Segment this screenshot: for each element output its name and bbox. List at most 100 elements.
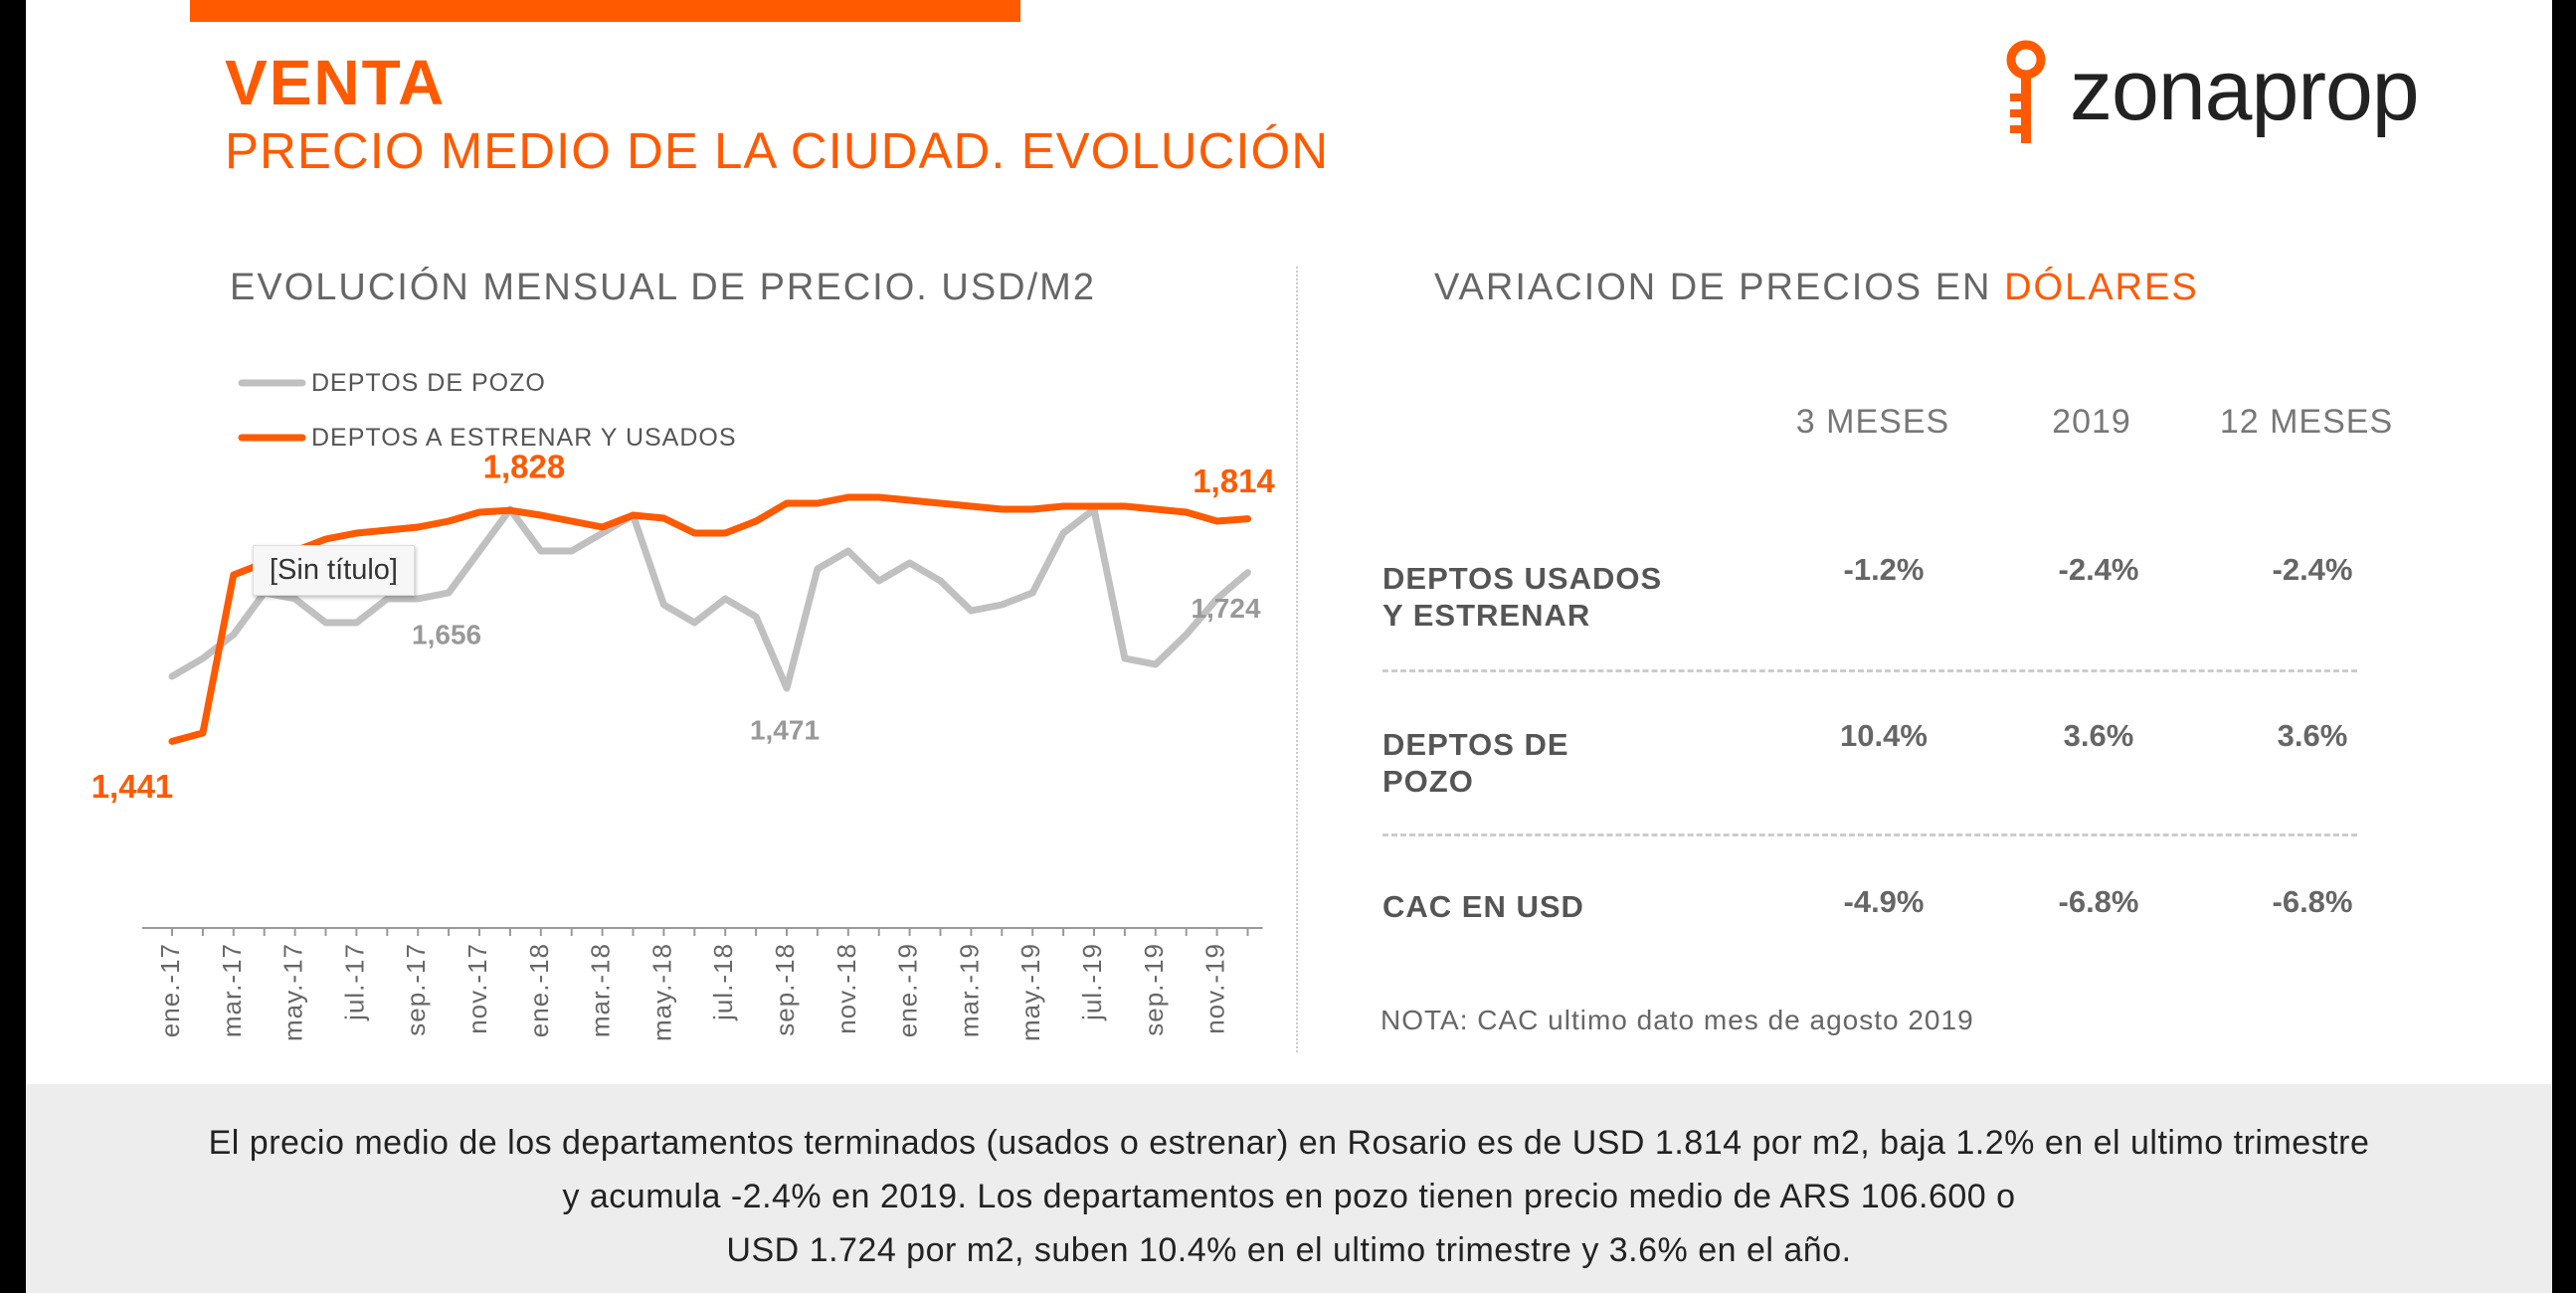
- data-point: [723, 531, 727, 535]
- cell-cac-12m: -6.8%: [2272, 884, 2353, 919]
- data-label: 1,471: [750, 715, 820, 746]
- x-tick-label: jul.-17: [339, 943, 369, 1021]
- x-tick-label: ene.-17: [155, 943, 185, 1037]
- x-tick-label: may.-19: [1015, 943, 1045, 1041]
- data-point: [785, 501, 789, 505]
- data-point: [1092, 504, 1096, 508]
- row-label-pozo-line2: POZO: [1382, 764, 1474, 799]
- data-point: [416, 525, 420, 529]
- data-point: [354, 621, 358, 625]
- data-point: [601, 531, 605, 535]
- x-tick-label: sep.-17: [401, 943, 431, 1036]
- data-point: [785, 686, 789, 690]
- data-point: [692, 531, 696, 535]
- data-point: [1000, 603, 1004, 607]
- data-point: [877, 495, 881, 499]
- data-point: [846, 549, 850, 553]
- data-label: 1,828: [483, 449, 566, 485]
- cell-pozo-3m: 10.4%: [1840, 718, 1928, 753]
- data-point: [908, 561, 912, 565]
- chart-tooltip: [Sin título]: [253, 545, 415, 596]
- table-title-accent: DÓLARES: [2004, 267, 2199, 308]
- cell-usados-3m: -1.2%: [1843, 552, 1925, 587]
- row-label-usados-line2: Y ESTRENAR: [1382, 598, 1591, 633]
- key-icon: [2006, 40, 2046, 143]
- data-point: [201, 731, 205, 735]
- cell-cac-2019: -6.8%: [2058, 884, 2139, 919]
- data-point: [1215, 519, 1219, 523]
- data-point: [754, 615, 758, 619]
- data-point: [232, 633, 236, 637]
- data-point: [170, 674, 174, 678]
- row-divider: [1382, 669, 2357, 672]
- row-label-usados: DEPTOS USADOS Y ESTRENAR: [1382, 560, 1760, 634]
- data-point: [477, 549, 481, 553]
- data-point: [1246, 517, 1249, 521]
- data-point: [477, 510, 481, 514]
- x-tick-label: ene.-18: [524, 943, 554, 1037]
- cell-cac-3m: -4.9%: [1843, 884, 1925, 919]
- table-note: NOTA: CAC ultimo dato mes de agosto 2019: [1380, 1005, 1974, 1035]
- data-point: [1154, 507, 1158, 511]
- x-tick-label: mar.-17: [217, 943, 247, 1037]
- data-point: [324, 621, 327, 625]
- data-point: [232, 573, 236, 577]
- legend-label: DEPTOS A ESTRENAR Y USADOS: [311, 424, 737, 452]
- cell-pozo-12m: 3.6%: [2277, 718, 2348, 753]
- data-point: [385, 597, 389, 601]
- chart-title: EVOLUCIÓN MENSUAL DE PRECIO. USD/M2: [230, 267, 1096, 308]
- data-point: [661, 603, 665, 607]
- cell-usados-12m: -2.4%: [2272, 552, 2353, 587]
- x-tick-label: nov.-18: [831, 943, 861, 1034]
- data-point: [324, 537, 327, 541]
- data-point: [1061, 504, 1065, 508]
- x-tick-label: jul.-18: [708, 943, 738, 1021]
- line-chart: ene.-17 mar.-17 may.-17 jul.-17 sep.-17 nov.-…: [92, 369, 1276, 1041]
- cell-usados-2019: -2.4%: [2058, 552, 2139, 587]
- data-point: [293, 597, 297, 601]
- data-point: [170, 739, 174, 743]
- data-point: [908, 498, 912, 502]
- zonaprop-logo: zonaprop: [2000, 30, 2517, 149]
- data-point: [816, 501, 820, 505]
- data-point: [846, 495, 850, 499]
- row-label-cac: CAC EN USD: [1382, 888, 1760, 925]
- x-tick-label: may.-17: [278, 943, 308, 1041]
- data-point: [1123, 656, 1127, 660]
- data-label: 1,656: [412, 620, 481, 650]
- data-label: 1,724: [1191, 593, 1260, 624]
- top-accent-bar: [190, 0, 1020, 22]
- table-title-prefix: VARIACION DE PRECIOS EN: [1434, 267, 2005, 308]
- cell-pozo-2019: 3.6%: [2063, 718, 2134, 753]
- page-subtitle: PRECIO MEDIO DE LA CIUDAD. EVOLUCIÓN: [225, 122, 1330, 179]
- page-title: VENTA: [225, 47, 447, 118]
- data-point: [661, 516, 665, 520]
- x-tick-label: nov.-19: [1200, 943, 1230, 1034]
- data-point: [385, 528, 389, 532]
- data-point: [447, 591, 451, 595]
- row-label-pozo: DEPTOS DE POZO: [1382, 726, 1760, 800]
- data-point: [877, 579, 881, 583]
- x-tick-label: sep.-19: [1139, 943, 1169, 1036]
- data-label: 1,441: [92, 768, 174, 805]
- col-head-3-meses: 3 MESES: [1795, 403, 1950, 441]
- logo-wordmark: zonaprop: [2070, 43, 2420, 138]
- data-point: [1000, 507, 1004, 511]
- data-point: [939, 501, 942, 505]
- row-divider: [1382, 833, 2357, 836]
- data-point: [754, 519, 758, 523]
- data-point: [447, 519, 451, 523]
- x-tick-label: ene.-19: [893, 943, 923, 1037]
- x-tick-label: mar.-19: [954, 943, 984, 1037]
- data-point: [1246, 571, 1249, 575]
- data-point: [692, 621, 696, 625]
- x-tick-label: nov.-17: [462, 943, 492, 1034]
- data-point: [1185, 633, 1189, 637]
- footer-line-1: El precio medio de los departamentos ter…: [208, 1124, 2370, 1162]
- series-line-estrenar-usados: [168, 493, 1251, 745]
- footer-line-3: USD 1.724 por m2, suben 10.4% en el ulti…: [726, 1231, 1852, 1269]
- col-head-12-meses: 12 MESES: [2219, 403, 2394, 441]
- data-point: [1030, 591, 1034, 595]
- data-point: [1123, 504, 1127, 508]
- data-point: [601, 525, 605, 529]
